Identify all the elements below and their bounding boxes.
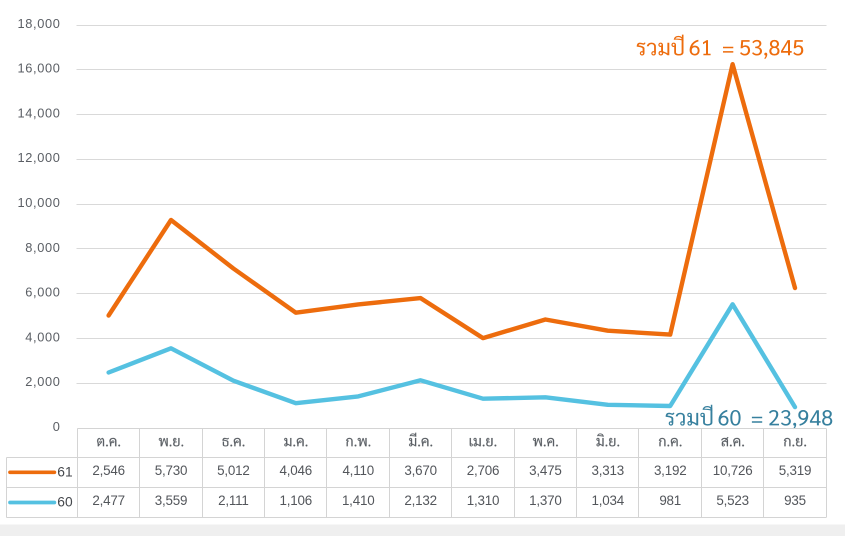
svg-text:935: 935 [784,493,806,508]
svg-text:2,546: 2,546 [92,463,125,478]
svg-text:5,319: 5,319 [779,463,812,478]
svg-text:5,730: 5,730 [155,463,188,478]
svg-text:12,000: 12,000 [17,150,60,165]
svg-text:14,000: 14,000 [17,106,60,121]
svg-text:3,313: 3,313 [592,463,625,478]
svg-text:1,410: 1,410 [342,493,375,508]
svg-text:2,132: 2,132 [404,493,437,508]
svg-text:4,000: 4,000 [25,329,60,344]
svg-text:61: 61 [57,465,72,480]
svg-text:5,523: 5,523 [716,493,749,508]
svg-text:0: 0 [53,419,61,434]
svg-text:2,111: 2,111 [218,493,249,508]
svg-text:981: 981 [659,493,681,508]
svg-text:60: 60 [57,495,73,510]
svg-text:1,034: 1,034 [592,493,625,508]
svg-text:6,000: 6,000 [25,285,60,300]
svg-text:3,559: 3,559 [155,493,188,508]
svg-text:1,370: 1,370 [529,493,562,508]
svg-text:2,706: 2,706 [467,463,500,478]
svg-text:2,477: 2,477 [92,493,125,508]
svg-text:4,110: 4,110 [342,463,374,478]
svg-text:10,000: 10,000 [17,195,60,210]
svg-text:4,046: 4,046 [280,463,313,478]
svg-text:1,310: 1,310 [467,493,500,508]
svg-text:16,000: 16,000 [17,61,60,76]
svg-text:3,475: 3,475 [529,463,562,478]
svg-text:10,726: 10,726 [713,463,753,478]
svg-text:5,012: 5,012 [217,463,250,478]
svg-text:8,000: 8,000 [25,240,60,255]
svg-text:3,670: 3,670 [404,463,437,478]
svg-text:1,106: 1,106 [280,493,313,508]
svg-text:2,000: 2,000 [25,374,60,389]
svg-text:3,192: 3,192 [654,463,687,478]
svg-text:18,000: 18,000 [17,16,60,31]
